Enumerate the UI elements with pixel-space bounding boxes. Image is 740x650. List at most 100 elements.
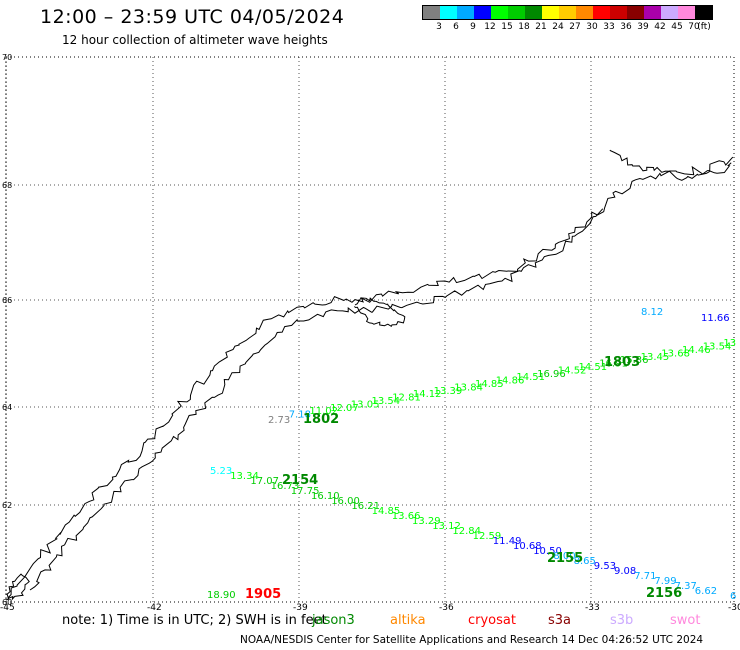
- reading-value: 8.00: [553, 551, 575, 562]
- reading-value: 14.12: [413, 389, 442, 400]
- legend-label: 12: [484, 22, 496, 32]
- legend-swatch: [542, 6, 559, 19]
- legend-label: 18: [518, 22, 530, 32]
- lat-label: 66: [2, 296, 12, 305]
- legend-swatch: [440, 6, 457, 19]
- reading-value: 14.86: [496, 376, 525, 387]
- reading-value: 11.66: [701, 313, 730, 324]
- legend-swatch: [576, 6, 593, 19]
- altimeter-readings: 2.737.1811.0212.0713.0513.5412.8114.1213…: [207, 307, 736, 602]
- legend-label: 39: [637, 22, 649, 32]
- legend-label: 3: [436, 22, 442, 32]
- reading-value: 10.50: [533, 546, 562, 557]
- greenland-coastline: [5, 149, 734, 601]
- reading-value: 16.73: [271, 481, 300, 492]
- reading-value: 11.02: [309, 406, 338, 417]
- lat-label: 70: [2, 53, 12, 62]
- credit-footer: NOAA/NESDIS Center for Satellite Applica…: [240, 634, 704, 646]
- reading-value: 8.12: [641, 307, 663, 318]
- legend-swatch: [457, 6, 474, 19]
- legend-label: 9: [470, 22, 476, 32]
- reading-value: 7.18: [289, 410, 311, 421]
- reading-value: 7.71: [634, 571, 656, 582]
- reading-value: 13.84: [454, 382, 483, 393]
- coastline-fjords: [29, 208, 604, 591]
- page-title: 12:00 – 23:59 UTC 04/05/2024: [40, 6, 345, 28]
- legend-swatch: [627, 6, 644, 19]
- lon-label: -39: [293, 603, 308, 613]
- lat-label: 60: [2, 598, 12, 607]
- legend-swatch: [525, 6, 542, 19]
- reading-value: 14.51: [516, 372, 545, 383]
- satellite-cryosat: cryosat: [468, 613, 516, 628]
- legend-swatch: [593, 6, 610, 19]
- lat-label: 68: [2, 181, 12, 190]
- reading-value: 2.73: [268, 415, 290, 426]
- coastline-main: [7, 156, 734, 599]
- reading-value: 16.10: [311, 491, 340, 502]
- satellite-s3b: s3b: [610, 613, 634, 628]
- legend-swatches: [422, 5, 713, 20]
- legend-swatch: [661, 6, 678, 19]
- reading-value: 13.34: [230, 471, 259, 482]
- reading-value: 5.23: [210, 466, 232, 477]
- reading-value: 10.68: [513, 541, 542, 552]
- reading-value: 13.29: [412, 516, 441, 527]
- legend-label: 27: [569, 22, 581, 32]
- reading-value: 13: [723, 338, 736, 349]
- legend-label: 30: [586, 22, 598, 32]
- reading-value: 12.59: [473, 531, 502, 542]
- legend-label: 70: [688, 22, 700, 32]
- legend-label: 21: [535, 22, 547, 32]
- reading-value: 13.68: [661, 348, 690, 359]
- reading-value: 14.46: [682, 345, 711, 356]
- pass-time-label: 1802: [303, 412, 339, 427]
- reading-value: 13.39: [434, 386, 463, 397]
- pass-time-label: 1803: [604, 355, 640, 370]
- reading-value: 12.84: [452, 526, 481, 537]
- coastline-northeast: [609, 149, 732, 181]
- pass-time-labels: 1802 1803 2154 2155 2156 1905: [245, 355, 682, 602]
- cape-outline: [5, 573, 30, 601]
- legend-label: 36: [620, 22, 632, 32]
- reading-value: 16.00: [331, 496, 360, 507]
- legend-swatch: [695, 6, 712, 19]
- lon-label: -42: [147, 603, 162, 613]
- reading-value: 13.54: [372, 396, 401, 407]
- color-scale-legend: 3 6 9 12 15 18 21 24 27 30 33 36 39 42 45 70 (ft): [422, 5, 713, 34]
- reading-value: 16.96: [537, 369, 566, 380]
- graticule-grid: [5, 56, 735, 603]
- legend-swatch: [610, 6, 627, 19]
- pass-time-label: 2154: [282, 473, 318, 488]
- pass-time-label: 2155: [547, 551, 583, 566]
- reading-value: 12.07: [330, 403, 359, 414]
- lon-label: -45: [0, 603, 15, 613]
- reading-value: 14.52: [558, 365, 587, 376]
- legend-swatch: [644, 6, 661, 19]
- reading-value: 17.07: [250, 476, 279, 487]
- pass-time-label: 2156: [646, 586, 682, 601]
- reading-value: 7.37: [675, 581, 697, 592]
- legend-swatch: [678, 6, 695, 19]
- legend-label: 42: [654, 22, 666, 32]
- reading-value: 18.90: [207, 590, 236, 601]
- reading-value: 16.91: [599, 359, 628, 370]
- reading-value: 8.65: [574, 556, 596, 567]
- legend-label: 15: [501, 22, 513, 32]
- reading-value: 13.45: [641, 352, 670, 363]
- legend-swatch: [508, 6, 525, 19]
- reading-value: 9.53: [594, 561, 616, 572]
- map-frame: [5, 56, 735, 603]
- reading-value: 14.51: [579, 362, 608, 373]
- longitude-labels: -45 -42 -39 -36 -33 -30: [0, 603, 740, 613]
- satellite-s3a: s3a: [548, 613, 572, 628]
- reading-value: 13.66: [392, 511, 421, 522]
- reading-value: 15.36: [620, 355, 649, 366]
- lat-label: 64: [2, 403, 12, 412]
- footnote: note: 1) Time is in UTC; 2) SWH is in fe…: [62, 613, 327, 628]
- reading-value: 13.12: [432, 521, 461, 532]
- reading-value: 16.21: [351, 501, 380, 512]
- reading-value: 9.08: [614, 566, 636, 577]
- legend-swatch: [423, 6, 440, 19]
